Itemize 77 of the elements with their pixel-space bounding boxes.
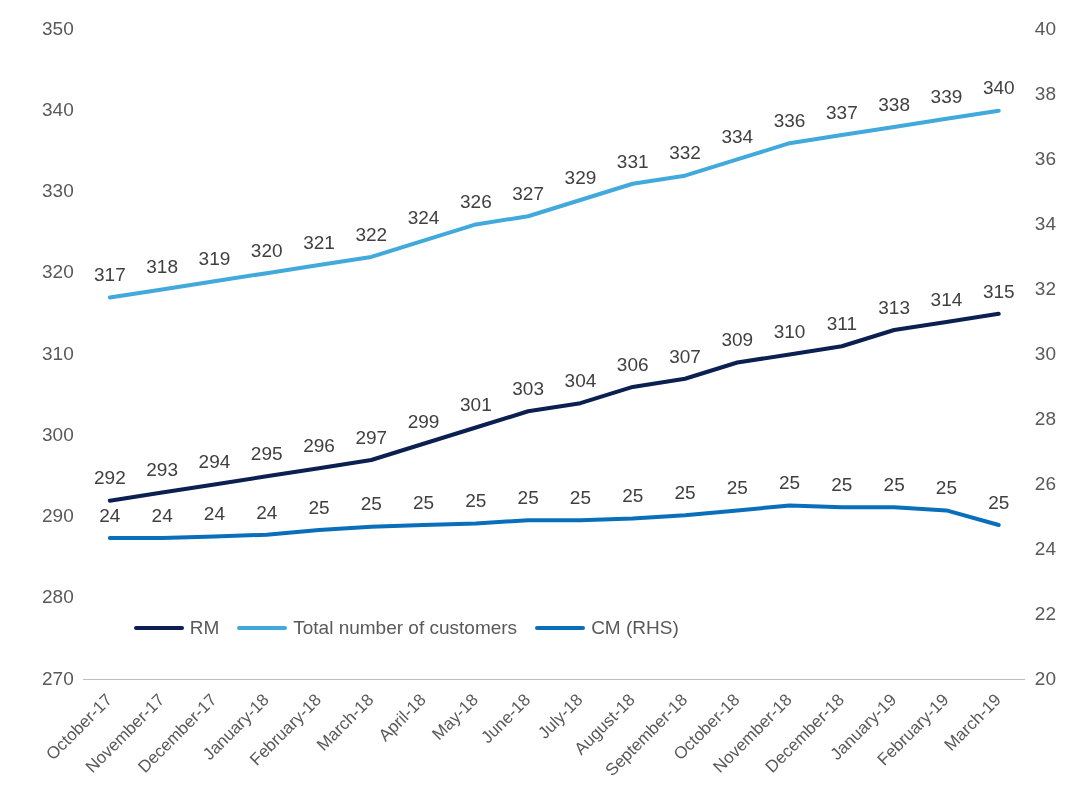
data-label: 24 — [256, 501, 278, 523]
data-label: 318 — [146, 256, 178, 278]
y2-tick-label: 20 — [1034, 667, 1057, 689]
y-tick-label: 300 — [42, 423, 74, 445]
y-tick-label: 270 — [42, 667, 74, 689]
data-label: 24 — [151, 504, 174, 526]
y-tick-label: 330 — [42, 180, 74, 202]
data-label: 25 — [360, 493, 382, 515]
y-tick-label: 340 — [42, 98, 74, 120]
y-tick-label: 320 — [42, 261, 74, 283]
y2-tick-label: 24 — [1034, 537, 1057, 559]
legend-label: CM (RHS) — [591, 617, 679, 640]
data-label: 299 — [407, 410, 440, 432]
data-label: 332 — [669, 142, 701, 164]
y2-tick-label: 26 — [1034, 472, 1057, 494]
data-label: 25 — [517, 486, 539, 508]
data-label: 24 — [99, 504, 121, 526]
data-label: 25 — [831, 473, 853, 495]
data-label: 297 — [355, 426, 388, 448]
y2-tick-label: 36 — [1034, 147, 1057, 169]
data-label: 25 — [726, 477, 748, 499]
data-label: 338 — [878, 93, 910, 115]
data-label: 322 — [355, 223, 388, 245]
data-label: 25 — [308, 496, 330, 518]
y-tick-label: 310 — [42, 342, 74, 364]
y-tick-label: 350 — [42, 17, 74, 39]
data-label: 304 — [564, 369, 597, 391]
data-label: 327 — [512, 183, 544, 205]
data-label: 326 — [460, 191, 492, 213]
data-label: 310 — [773, 321, 806, 343]
data-label: 319 — [198, 248, 231, 270]
y2-tick-label: 32 — [1034, 277, 1057, 299]
data-label: 336 — [773, 109, 806, 131]
y2-tick-label: 30 — [1034, 342, 1057, 364]
data-label: 307 — [669, 345, 701, 367]
data-label: 295 — [250, 443, 283, 465]
data-label: 25 — [622, 485, 644, 507]
data-label: 25 — [569, 486, 591, 508]
data-label: 25 — [779, 472, 801, 494]
data-label: 324 — [407, 207, 440, 229]
data-label: 25 — [413, 491, 435, 513]
data-label: 25 — [465, 490, 487, 512]
y-tick-label: 280 — [42, 586, 74, 608]
y2-tick-label: 28 — [1034, 407, 1057, 429]
data-label: 313 — [878, 296, 910, 318]
data-label: 317 — [93, 264, 126, 286]
data-label: 25 — [883, 473, 905, 495]
legend-label: RM — [189, 617, 220, 640]
y2-tick-label: 22 — [1034, 602, 1057, 624]
data-label: 25 — [988, 491, 1010, 513]
data-label: 331 — [616, 150, 649, 172]
data-label: 340 — [982, 77, 1015, 99]
data-label: 334 — [721, 126, 754, 148]
data-label: 296 — [303, 434, 335, 456]
y2-tick-label: 40 — [1034, 17, 1057, 39]
data-label: 294 — [198, 451, 231, 473]
data-label: 306 — [616, 353, 649, 375]
data-label: 292 — [93, 467, 126, 489]
data-label: 303 — [512, 378, 544, 400]
data-label: 314 — [930, 288, 963, 310]
data-label: 321 — [303, 231, 335, 253]
data-label: 339 — [930, 85, 963, 107]
data-label: 311 — [826, 313, 858, 335]
data-label: 320 — [250, 239, 283, 261]
data-label: 329 — [564, 166, 597, 188]
data-label: 301 — [460, 394, 492, 416]
y-tick-label: 290 — [42, 505, 74, 527]
data-label: 25 — [935, 477, 958, 499]
y2-tick-label: 34 — [1034, 212, 1057, 234]
data-label: 315 — [982, 280, 1015, 302]
data-label: 293 — [146, 459, 178, 481]
data-label: 309 — [721, 329, 754, 351]
y2-tick-label: 38 — [1034, 82, 1057, 104]
data-label: 337 — [826, 101, 858, 123]
legend-label: Total number of customers — [293, 617, 518, 640]
data-label: 24 — [203, 503, 226, 525]
data-label: 25 — [674, 482, 696, 504]
